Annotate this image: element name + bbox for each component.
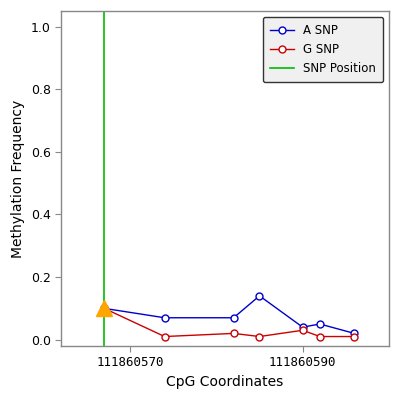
X-axis label: CpG Coordinates: CpG Coordinates: [166, 375, 284, 389]
Y-axis label: Methylation Frequency: Methylation Frequency: [11, 99, 25, 258]
Legend: A SNP, G SNP, SNP Position: A SNP, G SNP, SNP Position: [263, 17, 383, 82]
